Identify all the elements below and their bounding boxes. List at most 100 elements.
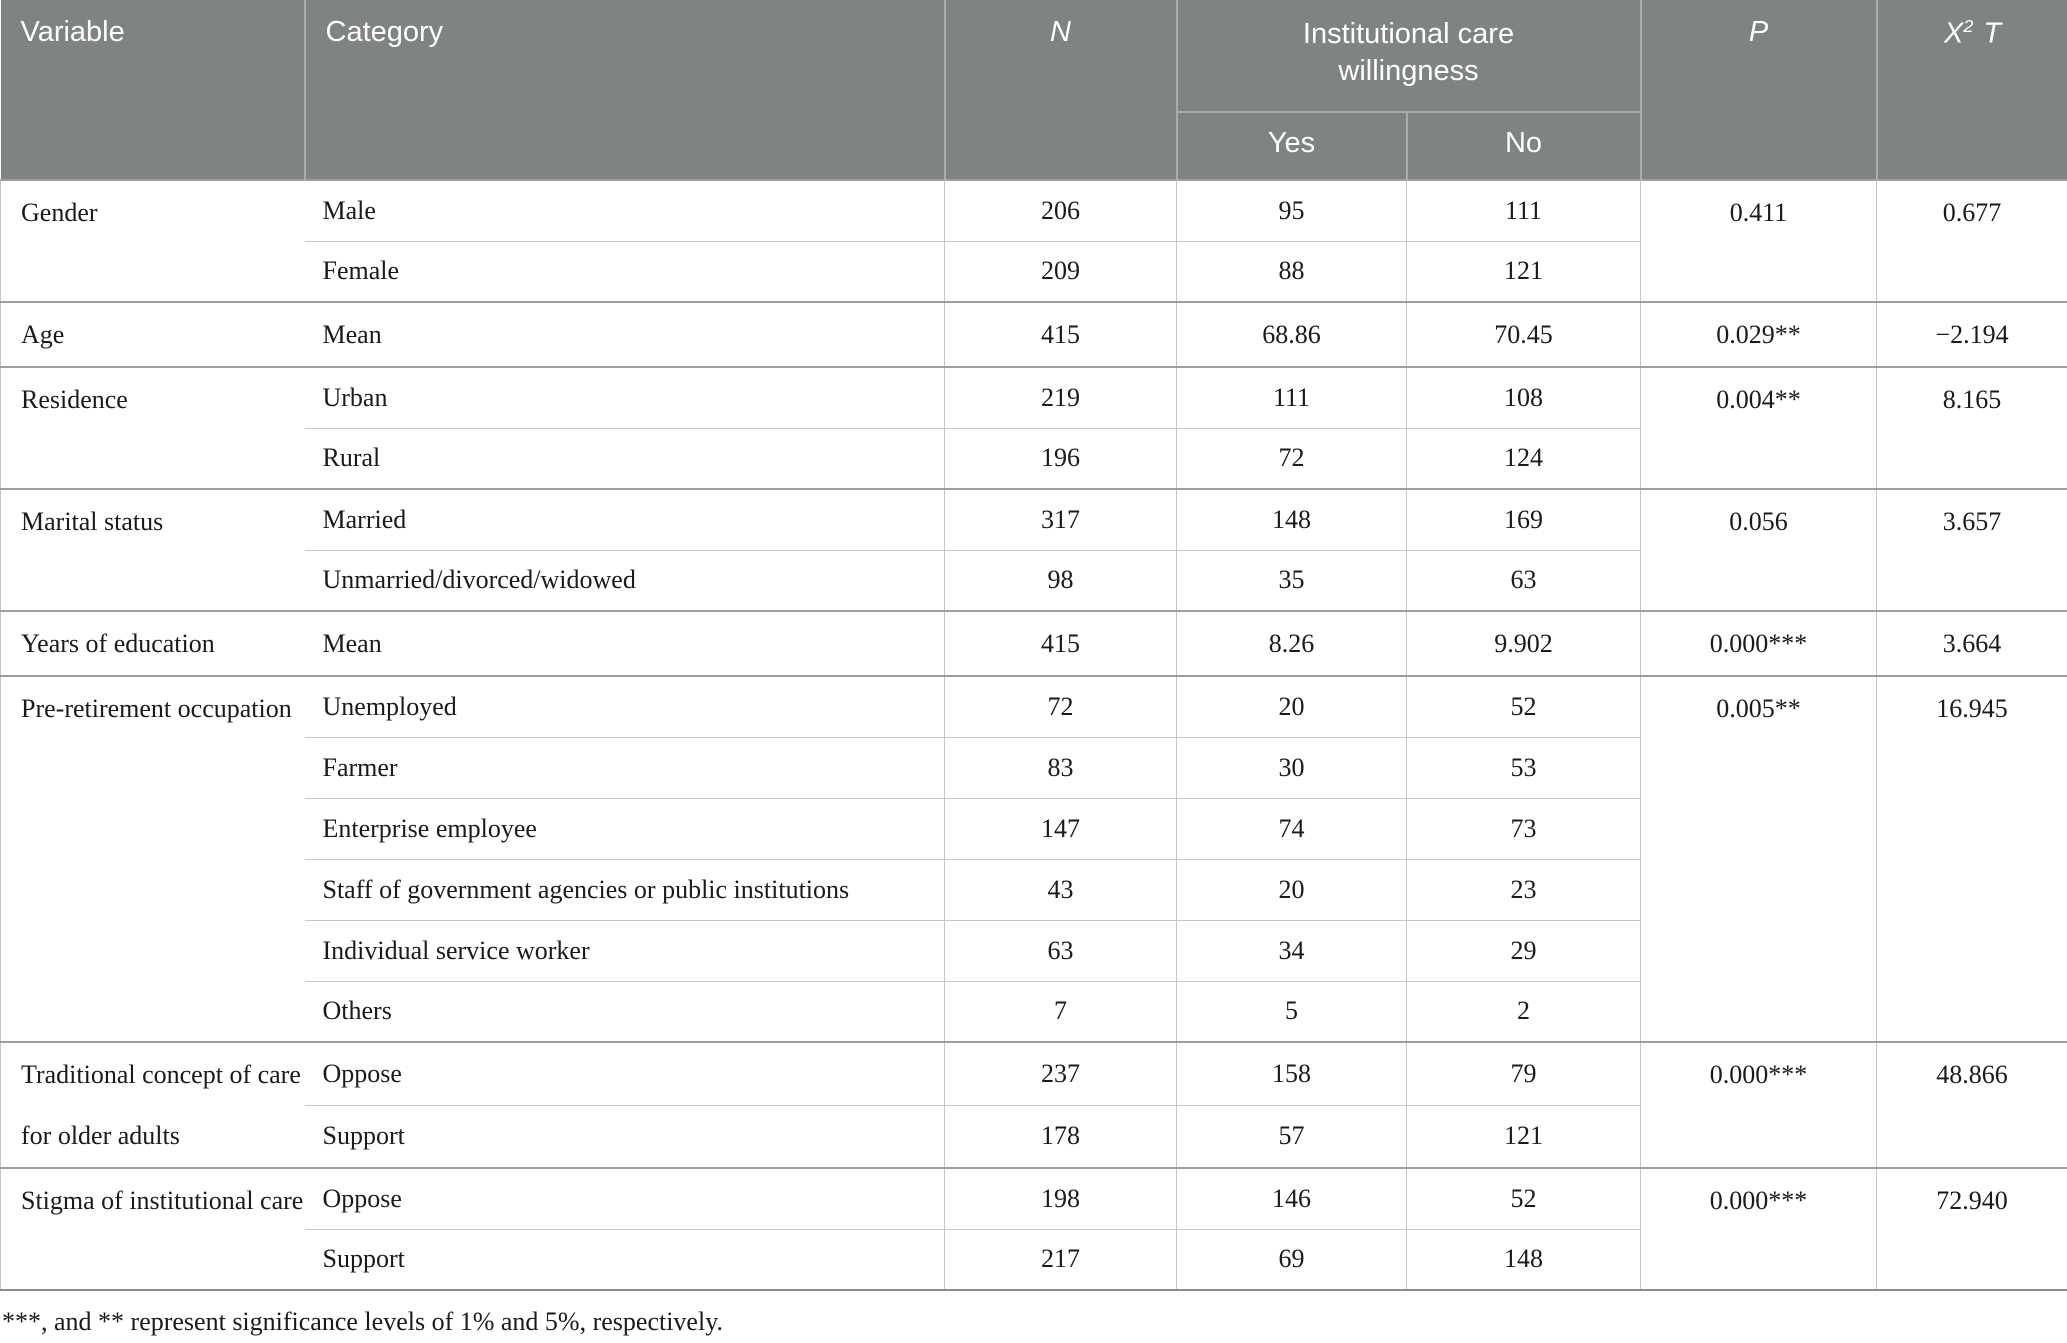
- group-stigma: Stigma of institutional care Oppose 198 …: [0, 1167, 2067, 1290]
- variable-cell: Marital status: [0, 488, 305, 611]
- no-cell: 2: [1406, 980, 1641, 1042]
- no-cell: 124: [1406, 427, 1641, 489]
- yes-cell: 20: [1176, 675, 1407, 737]
- n-cell: 219: [944, 366, 1177, 428]
- yes-cell: 35: [1176, 549, 1407, 611]
- no-cell: 148: [1406, 1228, 1641, 1290]
- n-cell: 147: [944, 797, 1177, 859]
- column-header-x2t: X2 T: [1875, 0, 2067, 180]
- n-cell: 317: [944, 488, 1177, 550]
- table-row: Female 209 88 121: [1, 240, 2067, 302]
- table-header: Variable Category N Institutional care w…: [0, 0, 2067, 180]
- column-header-institutional-care-willingness: Institutional care willingness: [1175, 0, 1641, 113]
- yes-cell: 148: [1176, 488, 1407, 550]
- yes-cell: 69: [1176, 1228, 1407, 1290]
- n-cell: 7: [944, 980, 1177, 1042]
- header-row-sub: Yes No: [1, 112, 2067, 180]
- stat-cell: 8.165: [1876, 366, 2067, 489]
- column-header-n: N: [943, 0, 1177, 180]
- n-cell: 217: [944, 1228, 1177, 1290]
- n-cell: 178: [944, 1104, 1177, 1168]
- no-cell: 121: [1406, 240, 1641, 302]
- n-cell: 72: [944, 675, 1177, 737]
- n-cell: 196: [944, 427, 1177, 489]
- n-cell: 43: [944, 858, 1177, 920]
- p-cell: 0.411: [1640, 179, 1877, 302]
- yes-cell: 158: [1176, 1041, 1407, 1105]
- category-cell: Mean: [304, 610, 945, 676]
- category-cell: Oppose: [304, 1041, 945, 1105]
- table-row: Staff of government agencies or public i…: [1, 858, 2067, 920]
- no-cell: 169: [1406, 488, 1641, 550]
- yes-cell: 57: [1176, 1104, 1407, 1168]
- n-cell: 83: [944, 736, 1177, 798]
- stat-cell: 16.945: [1876, 675, 2067, 1042]
- p-cell: 0.000***: [1640, 610, 1877, 676]
- no-cell: 79: [1406, 1041, 1641, 1105]
- no-cell: 29: [1406, 919, 1641, 981]
- group-traditional-concept: Traditional concept of care for older ad…: [0, 1041, 2067, 1168]
- category-cell: Rural: [304, 427, 945, 489]
- table-row: Stigma of institutional care Oppose 198 …: [0, 1167, 2067, 1290]
- n-cell: 415: [944, 610, 1177, 676]
- n-cell: 209: [944, 240, 1177, 302]
- yes-cell: 8.26: [1176, 610, 1407, 676]
- category-cell: Married: [304, 488, 945, 550]
- yes-cell: 30: [1176, 736, 1407, 798]
- header-row-main: Variable Category N Institutional care w…: [0, 0, 2067, 180]
- yes-cell: 74: [1176, 797, 1407, 859]
- n-cell: 206: [944, 179, 1177, 241]
- category-cell: Unmarried/divorced/widowed: [304, 549, 945, 611]
- table-row: Residence Urban 219 111 108 0.004** 8.16…: [0, 366, 2067, 489]
- column-header-no: No: [1405, 112, 1641, 180]
- group-pre-retirement-occupation: Pre-retirement occupation Unemployed 72 …: [0, 675, 2067, 1042]
- table-row: Support 178 57 121: [1, 1104, 2067, 1168]
- column-header-yes: Yes: [1175, 112, 1407, 180]
- yes-cell: 34: [1176, 919, 1407, 981]
- group-years-of-education: Years of education Mean 415 8.26 9.902 0…: [0, 610, 2067, 676]
- table-row: Farmer 83 30 53: [1, 736, 2067, 798]
- table-row: Traditional concept of care for older ad…: [0, 1041, 2067, 1168]
- table-row: Others 7 5 2: [1, 980, 2067, 1042]
- n-cell: 98: [944, 549, 1177, 611]
- table-row: Gender Male 206 95 111 0.411 0.677: [0, 179, 2067, 302]
- no-cell: 73: [1406, 797, 1641, 859]
- category-cell: Male: [304, 179, 945, 241]
- n-cell: 198: [944, 1167, 1177, 1229]
- table-row: Pre-retirement occupation Unemployed 72 …: [0, 675, 2067, 1042]
- stat-cell: 3.664: [1876, 610, 2067, 676]
- category-cell: Farmer: [304, 736, 945, 798]
- no-cell: 52: [1406, 675, 1641, 737]
- group-residence: Residence Urban 219 111 108 0.004** 8.16…: [0, 366, 2067, 489]
- category-cell: Staff of government agencies or public i…: [304, 858, 945, 920]
- p-cell: 0.005**: [1640, 675, 1877, 1042]
- yes-cell: 20: [1176, 858, 1407, 920]
- yes-cell: 68.86: [1176, 301, 1407, 367]
- n-cell: 237: [944, 1041, 1177, 1105]
- yes-cell: 146: [1176, 1167, 1407, 1229]
- variable-cell: Traditional concept of care for older ad…: [0, 1041, 305, 1168]
- stat-cell: 0.677: [1876, 179, 2067, 302]
- variable-cell: Residence: [0, 366, 305, 489]
- yes-cell: 5: [1176, 980, 1407, 1042]
- column-header-category: Category: [303, 0, 945, 180]
- category-cell: Others: [304, 980, 945, 1042]
- no-cell: 108: [1406, 366, 1641, 428]
- p-cell: 0.056: [1640, 488, 1877, 611]
- p-cell: 0.029**: [1640, 301, 1877, 367]
- variable-cell: Pre-retirement occupation: [0, 675, 305, 1042]
- n-cell: 63: [944, 919, 1177, 981]
- no-cell: 9.902: [1406, 610, 1641, 676]
- category-cell: Unemployed: [304, 675, 945, 737]
- group-age: Age Mean 415 68.86 70.45 0.029** −2.194: [0, 301, 2067, 367]
- category-cell: Support: [304, 1104, 945, 1168]
- table-row: Enterprise employee 147 74 73: [1, 797, 2067, 859]
- no-cell: 70.45: [1406, 301, 1641, 367]
- p-cell: 0.004**: [1640, 366, 1877, 489]
- p-cell: 0.000***: [1640, 1167, 1877, 1290]
- yes-cell: 72: [1176, 427, 1407, 489]
- group-marital-status: Marital status Married 317 148 169 0.056…: [0, 488, 2067, 611]
- category-cell: Mean: [304, 301, 945, 367]
- no-cell: 53: [1406, 736, 1641, 798]
- table-row: Support 217 69 148: [1, 1228, 2067, 1290]
